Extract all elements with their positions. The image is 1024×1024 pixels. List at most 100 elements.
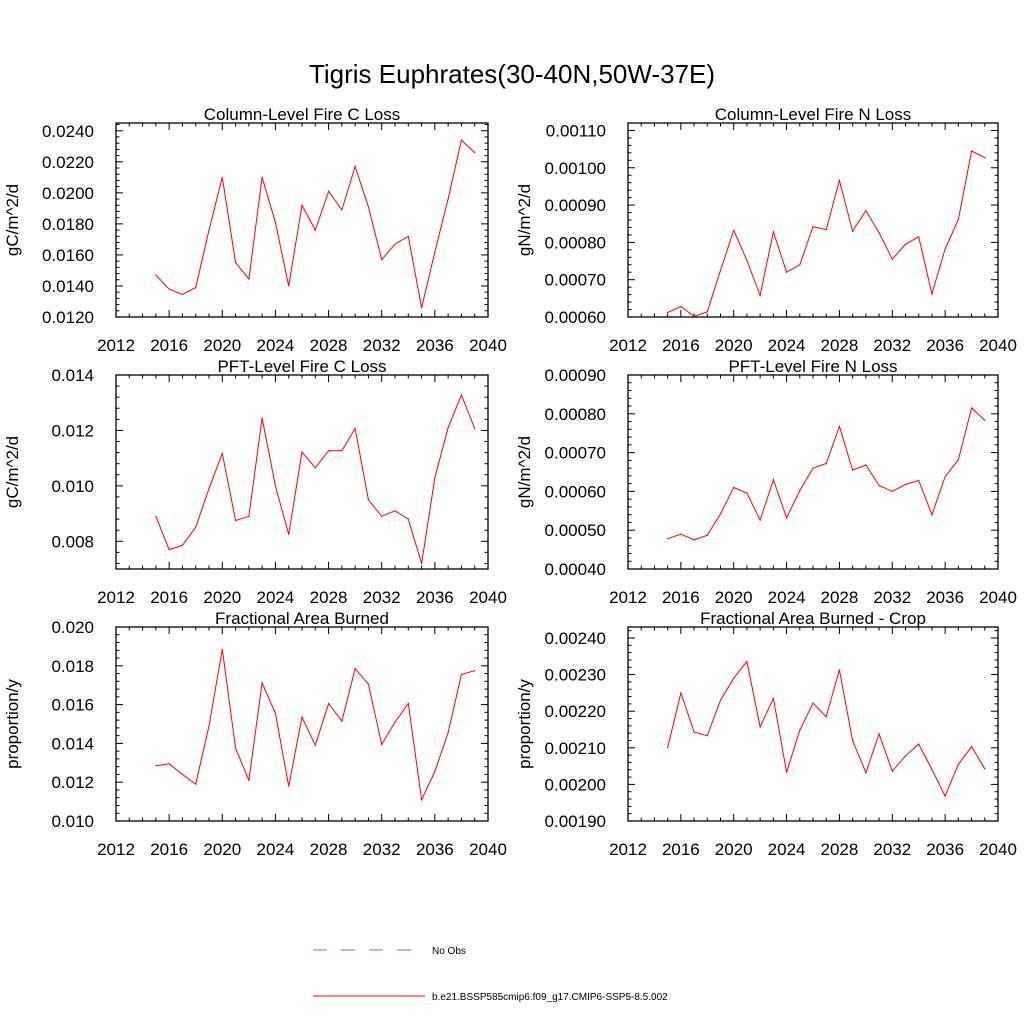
- data-point: [918, 743, 920, 745]
- x-tick-label: 2016: [150, 840, 188, 859]
- data-point: [719, 513, 722, 515]
- data-point: [904, 483, 907, 486]
- x-tick-label: 2032: [363, 336, 401, 355]
- data-point: [407, 518, 409, 520]
- x-tick-label: 2024: [257, 336, 295, 355]
- panel-title: PFT-Level Fire C Loss: [217, 357, 386, 376]
- panel-title: Fractional Area Burned - Crop: [700, 609, 926, 628]
- x-tick-label: 2016: [150, 336, 188, 355]
- panel-column-level-fire-c-loss: Column-Level Fire C Loss gC/m^2/d 2012 2016…: [3, 105, 507, 355]
- data-point: [208, 229, 210, 231]
- x-tick-label: 2032: [363, 840, 401, 859]
- x-tick-label: 2016: [662, 588, 700, 607]
- data-point: [812, 467, 814, 469]
- data-point: [852, 230, 854, 232]
- data-point: [474, 427, 476, 430]
- x-tick-label: 2040: [469, 840, 507, 859]
- x-tick-label: 2028: [821, 336, 859, 355]
- data-point: [878, 484, 880, 487]
- data-point: [891, 770, 893, 772]
- data-point: [221, 176, 223, 178]
- data-point: [394, 510, 396, 512]
- y-tick-label: 0.00070: [545, 444, 606, 463]
- data-point: [434, 476, 436, 479]
- data-point: [812, 226, 814, 228]
- y-tick-label: 0.016: [51, 696, 94, 715]
- data-point: [354, 668, 356, 670]
- y-tick-label: 0.00080: [545, 405, 606, 424]
- data-point: [234, 747, 237, 749]
- data-point: [825, 716, 827, 718]
- x-tick-label: 2012: [609, 588, 647, 607]
- y-tick-label: 0.0200: [42, 184, 94, 203]
- data-point: [327, 190, 330, 192]
- data-point: [261, 176, 263, 178]
- x-tick-label: 2016: [150, 588, 188, 607]
- plot-frame: [115, 122, 489, 318]
- y-tick-label: 0.012: [51, 773, 94, 792]
- panel-title: PFT-Level Fire N Loss: [728, 357, 897, 376]
- data-point: [155, 274, 157, 276]
- data-point: [891, 258, 893, 260]
- data-point: [341, 209, 343, 211]
- data-point: [878, 232, 880, 234]
- x-tick-label: 2036: [926, 336, 964, 355]
- data-point: [852, 469, 854, 471]
- data-point: [918, 479, 920, 482]
- data-point: [667, 538, 669, 540]
- x-tick-label: 2020: [715, 588, 753, 607]
- x-tick-label: 2040: [979, 336, 1017, 355]
- data-point: [447, 427, 449, 429]
- data-point: [447, 198, 449, 200]
- legend-label-run: b.e21.BSSP585cmip6.f09_g17.CMIP6-SSP5-8.…: [432, 992, 668, 1003]
- y-axis-label: proportion/y: [3, 679, 22, 769]
- x-tick-label: 2024: [768, 840, 806, 859]
- data-point: [706, 311, 708, 313]
- panel-fractional-area-burned-crop: Fractional Area Burned - Crop proportion/…: [515, 609, 1017, 859]
- data-point: [394, 721, 396, 723]
- data-point: [341, 720, 343, 722]
- data-point: [314, 229, 316, 231]
- x-tick-label: 2036: [416, 840, 454, 859]
- x-tick-label: 2032: [363, 588, 401, 607]
- x-tick-label: 2012: [97, 336, 135, 355]
- data-point: [970, 150, 973, 152]
- y-tick-label: 0.00090: [545, 196, 606, 215]
- data-point: [759, 726, 761, 728]
- x-tick-label: 2036: [416, 588, 454, 607]
- data-point: [234, 519, 237, 522]
- data-point: [181, 293, 184, 296]
- y-tick-label: 0.00200: [545, 775, 606, 794]
- data-point: [367, 499, 370, 501]
- data-point: [759, 519, 761, 521]
- y-tick-label: 0.010: [51, 812, 94, 831]
- figure-title: Tigris Euphrates(30-40N,50W-37E): [309, 59, 715, 89]
- data-point: [460, 673, 463, 676]
- y-tick-label: 0.012: [51, 421, 94, 440]
- data-point: [221, 648, 223, 650]
- data-point: [274, 221, 277, 223]
- data-point: [301, 451, 303, 453]
- x-tick-label: 2028: [821, 840, 859, 859]
- x-tick-label: 2040: [469, 588, 507, 607]
- plot-frame: [627, 374, 999, 570]
- data-point: [394, 243, 396, 245]
- y-axis-label: gN/m^2/d: [515, 184, 534, 256]
- data-point: [667, 747, 669, 749]
- data-point: [838, 179, 841, 182]
- data-point: [680, 533, 682, 535]
- data-point: [420, 799, 423, 801]
- data-point: [367, 206, 370, 208]
- data-point: [168, 288, 170, 290]
- legend-label-no-obs: No Obs: [432, 946, 466, 957]
- y-tick-label: 0.014: [51, 734, 94, 753]
- x-tick-label: 2032: [873, 336, 911, 355]
- data-point: [354, 427, 356, 430]
- data-point: [746, 660, 748, 663]
- y-tick-label: 0.00190: [545, 812, 606, 831]
- data-point: [785, 517, 788, 519]
- data-point: [434, 251, 436, 253]
- data-point: [931, 514, 933, 516]
- plot-frame: [627, 122, 999, 318]
- y-tick-label: 0.0160: [42, 246, 94, 265]
